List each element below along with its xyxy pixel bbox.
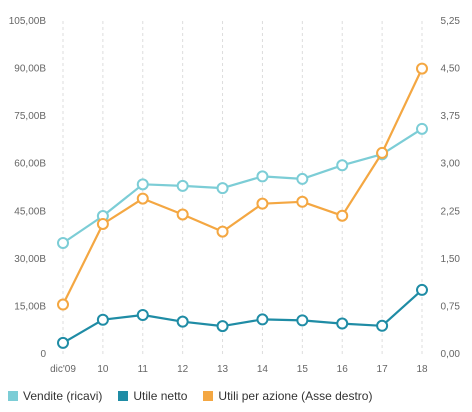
x-tick-label: 10	[97, 364, 109, 375]
data-point[interactable]	[57, 336, 69, 349]
x-tick-label: 11	[138, 364, 149, 375]
legend-label-net-income: Utile netto	[133, 389, 188, 403]
data-point[interactable]	[256, 313, 269, 326]
left-tick-label: 90,00B	[14, 64, 46, 75]
right-tick-label: 3,00	[441, 159, 461, 170]
data-point[interactable]	[416, 283, 428, 296]
right-tick-label: 3,75	[441, 111, 461, 122]
right-tick-label: 0,75	[441, 301, 461, 312]
left-tick-label: 30,00B	[14, 254, 46, 265]
right-tick-label: 1,50	[441, 254, 461, 265]
series-line-0	[62, 127, 423, 244]
data-point[interactable]	[57, 298, 69, 311]
legend-swatch-net-income	[118, 391, 129, 401]
data-point[interactable]	[176, 315, 189, 328]
legend-item-sales[interactable]: Vendite (ricavi)	[8, 389, 102, 403]
x-tick-label: 16	[337, 364, 349, 375]
data-point[interactable]	[416, 122, 428, 135]
data-point[interactable]	[57, 237, 69, 249]
data-point[interactable]	[336, 317, 349, 330]
data-point[interactable]	[216, 182, 229, 195]
legend-item-eps[interactable]: Utili per azione (Asse destro)	[203, 389, 372, 403]
x-tick-label: 14	[257, 364, 269, 375]
left-y-axis-labels: 0 15,00B 30,00B 45,00B 60,00B 75,00B 90,00B 105…	[9, 16, 47, 360]
data-point[interactable]	[336, 209, 349, 222]
legend-item-net-income[interactable]: Utile netto	[118, 389, 187, 403]
x-axis-labels: dic'09 10 11 12 13 14 15 16 17 18	[50, 364, 428, 375]
vertical-gridlines	[62, 21, 423, 354]
data-point[interactable]	[416, 62, 428, 75]
data-point[interactable]	[216, 225, 229, 238]
series-line-1	[62, 289, 423, 344]
data-point[interactable]	[296, 172, 309, 185]
right-tick-label: 0,00	[441, 349, 461, 360]
data-point[interactable]	[376, 146, 389, 159]
right-tick-label: 4,50	[441, 64, 461, 75]
left-tick-label: 105,00B	[9, 16, 47, 27]
right-y-axis-labels: 0,00 0,75 1,50 2,25 3,00 3,75 4,50 5,25	[441, 16, 461, 360]
left-tick-label: 0	[40, 349, 46, 360]
x-tick-label: dic'09	[50, 364, 76, 375]
data-point[interactable]	[96, 217, 109, 230]
line-chart: 015,00B30,00B45,00B60,00B75,00B90,00B105…	[9, 16, 461, 375]
data-point[interactable]	[96, 313, 109, 326]
data-point[interactable]	[176, 179, 189, 192]
x-tick-label: 13	[217, 364, 229, 375]
left-tick-label: 15,00B	[14, 301, 46, 312]
series-lines	[57, 62, 428, 349]
right-tick-label: 2,25	[441, 206, 461, 217]
data-point[interactable]	[216, 320, 229, 333]
legend-swatch-eps	[203, 391, 214, 401]
x-tick-label: 15	[297, 364, 309, 375]
data-point[interactable]	[296, 195, 309, 208]
x-tick-label: 18	[416, 364, 428, 375]
right-tick-label: 5,25	[441, 16, 461, 27]
data-point[interactable]	[256, 197, 269, 210]
left-tick-label: 75,00B	[14, 111, 46, 122]
x-tick-label: 17	[377, 364, 389, 375]
data-point[interactable]	[336, 159, 349, 172]
data-point[interactable]	[176, 208, 189, 221]
x-tick-label: 12	[177, 364, 189, 375]
legend-label-sales: Vendite (ricavi)	[23, 389, 103, 403]
data-point[interactable]	[296, 314, 309, 327]
data-point[interactable]	[136, 192, 149, 205]
data-point[interactable]	[256, 170, 269, 183]
data-point[interactable]	[376, 319, 389, 332]
data-point[interactable]	[136, 308, 149, 321]
series-line-2	[62, 68, 423, 305]
left-tick-label: 60,00B	[14, 159, 46, 170]
data-point[interactable]	[136, 178, 149, 191]
legend: Vendite (ricavi) Utile netto Utili per a…	[8, 389, 388, 403]
left-tick-label: 45,00B	[14, 206, 46, 217]
legend-label-eps: Utili per azione (Asse destro)	[218, 389, 373, 403]
legend-swatch-sales	[8, 391, 18, 401]
